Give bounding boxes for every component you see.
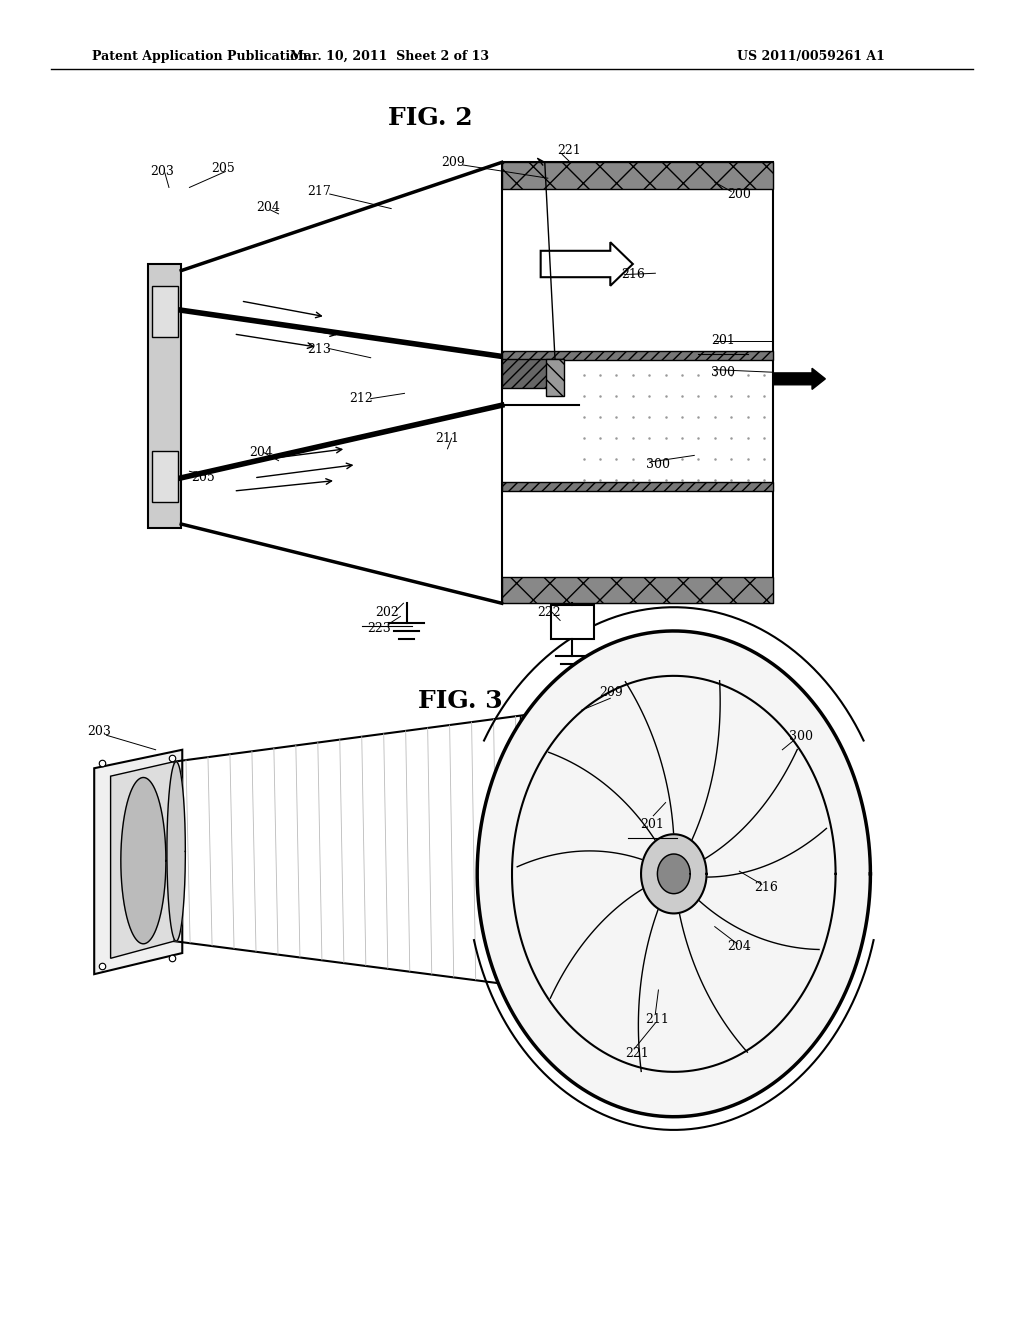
Text: 300: 300 <box>788 730 813 743</box>
Text: FIG. 2: FIG. 2 <box>388 106 472 129</box>
Text: 204: 204 <box>727 940 752 953</box>
Text: 223: 223 <box>367 622 391 635</box>
Text: US 2011/0059261 A1: US 2011/0059261 A1 <box>737 50 885 63</box>
Text: 211: 211 <box>645 1012 670 1026</box>
Bar <box>148 264 181 528</box>
Text: 205: 205 <box>211 162 236 176</box>
Polygon shape <box>560 706 587 1002</box>
Text: 221: 221 <box>557 144 582 157</box>
Text: 216: 216 <box>754 880 778 894</box>
Polygon shape <box>94 750 182 974</box>
Bar <box>502 577 773 603</box>
Text: FIG. 3: FIG. 3 <box>419 689 503 713</box>
Bar <box>546 359 564 396</box>
Text: 204: 204 <box>256 201 281 214</box>
Bar <box>502 359 563 388</box>
Bar <box>152 451 178 502</box>
Bar <box>502 162 773 603</box>
Text: 211: 211 <box>435 432 460 445</box>
Polygon shape <box>657 854 690 894</box>
Text: 300: 300 <box>711 366 735 379</box>
FancyArrow shape <box>773 368 825 389</box>
Text: 221: 221 <box>625 1047 649 1060</box>
Text: 209: 209 <box>599 686 624 700</box>
Text: 202: 202 <box>375 606 399 619</box>
FancyArrow shape <box>541 243 633 286</box>
Text: Mar. 10, 2011  Sheet 2 of 13: Mar. 10, 2011 Sheet 2 of 13 <box>290 50 488 63</box>
Text: 213: 213 <box>307 343 332 356</box>
Text: 203: 203 <box>87 725 112 738</box>
Text: 212: 212 <box>349 392 374 405</box>
Bar <box>502 162 773 189</box>
Polygon shape <box>477 631 870 1117</box>
Bar <box>551 605 594 639</box>
Polygon shape <box>111 762 174 958</box>
Bar <box>502 482 773 491</box>
Text: 204: 204 <box>249 446 273 459</box>
Text: Patent Application Publication: Patent Application Publication <box>92 50 307 63</box>
Text: 209: 209 <box>440 156 465 169</box>
Text: 201: 201 <box>640 818 665 832</box>
Text: 203: 203 <box>150 165 174 178</box>
Text: 300: 300 <box>646 458 671 471</box>
Text: 222: 222 <box>537 606 561 619</box>
Text: 200: 200 <box>727 187 752 201</box>
Text: 205: 205 <box>190 471 215 484</box>
Polygon shape <box>121 777 166 944</box>
Bar <box>152 286 178 337</box>
Bar <box>502 351 773 360</box>
Polygon shape <box>641 834 707 913</box>
Text: 217: 217 <box>307 185 332 198</box>
Polygon shape <box>167 762 185 941</box>
Text: 216: 216 <box>621 268 645 281</box>
Text: 201: 201 <box>711 334 735 347</box>
